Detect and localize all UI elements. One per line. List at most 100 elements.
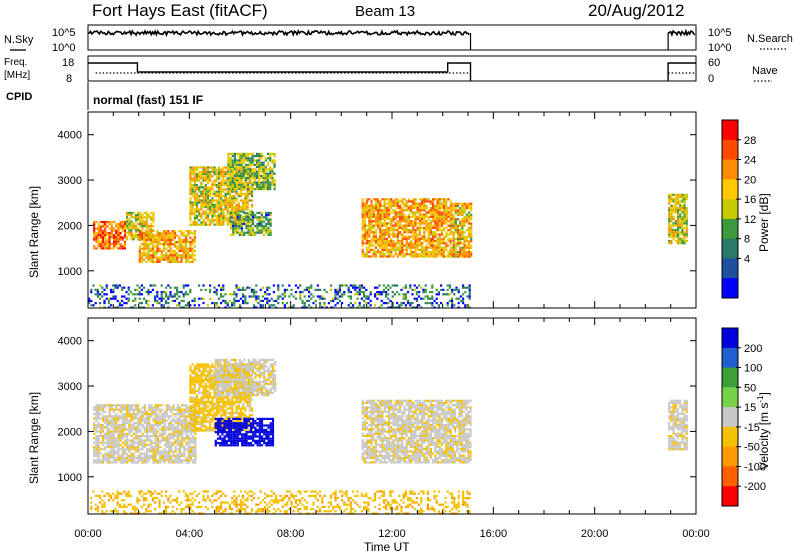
heatmap-cell (101, 240, 105, 243)
heatmap-cell (206, 405, 210, 408)
heatmap-cell (187, 293, 190, 296)
heatmap-cell (470, 246, 473, 249)
heatmap-cell (174, 441, 177, 444)
freq-line-end (667, 62, 696, 81)
heatmap-cell (151, 260, 155, 263)
heatmap-cell (244, 168, 247, 171)
heatmap-cell (262, 185, 265, 188)
heatmap-cell (244, 302, 247, 305)
heatmap-cell (121, 421, 124, 424)
heatmap-cell (116, 286, 119, 289)
heatmap-cell (195, 365, 199, 368)
heatmap-cell (416, 209, 419, 212)
heatmap-cell (414, 246, 417, 249)
heatmap-cell (392, 226, 395, 229)
heatmap-cell (215, 208, 218, 211)
heatmap-cell (681, 204, 684, 207)
heatmap-cell (266, 297, 269, 300)
heatmap-cell (283, 295, 286, 298)
heatmap-cell (171, 256, 174, 259)
heatmap-cell (226, 179, 229, 182)
heatmap-cell (442, 293, 445, 296)
heatmap-cell (112, 408, 116, 411)
heatmap-cell (206, 170, 210, 173)
heatmap-cell (247, 155, 250, 158)
heatmap-cell (193, 245, 196, 248)
heatmap-cell (191, 249, 194, 252)
heatmap-cell (443, 198, 446, 201)
heatmap-cell (232, 227, 235, 230)
heatmap-cell (209, 173, 212, 176)
heatmap-cell (299, 291, 302, 294)
heatmap-cell (202, 420, 205, 423)
heatmap-cell (206, 201, 210, 204)
heatmap-cell (226, 206, 229, 209)
heatmap-cell (198, 374, 201, 377)
heatmap-cell (150, 222, 153, 225)
heatmap-cell (189, 446, 193, 449)
heatmap-cell (256, 216, 259, 219)
heatmap-cell (403, 253, 406, 256)
heatmap-cell (392, 204, 395, 207)
heatmap-cell (141, 413, 144, 416)
heatmap-cell (249, 227, 252, 230)
heatmap-cell (99, 430, 102, 433)
heatmap-cell (251, 157, 254, 160)
heatmap-cell (119, 236, 122, 239)
heatmap-cell (162, 291, 165, 294)
heatmap-cell (130, 225, 133, 228)
heatmap-cell (163, 452, 166, 455)
heatmap-cell (167, 439, 171, 442)
heatmap-cell (137, 417, 140, 420)
heatmap-cell (434, 209, 437, 212)
heatmap-cell (184, 241, 188, 244)
heatmap-cell (152, 452, 155, 455)
heatmap-cell (143, 410, 146, 413)
heatmap-cell (191, 190, 194, 193)
heatmap-cell (349, 284, 352, 287)
heatmap-cell (191, 238, 194, 241)
heatmap-cell (145, 432, 149, 435)
heatmap-cell (176, 428, 179, 431)
heatmap-cell (674, 204, 677, 207)
heatmap-cell (361, 255, 364, 258)
heatmap-cell (138, 260, 141, 263)
heatmap-cell (195, 418, 199, 421)
heatmap-cell (143, 417, 146, 420)
heatmap-cell (209, 175, 212, 178)
heatmap-cell (176, 461, 179, 464)
heatmap-cell (134, 236, 137, 239)
heatmap-cell (447, 240, 450, 243)
heatmap-cell (176, 417, 179, 420)
heatmap-cell (198, 392, 201, 395)
heatmap-cell (110, 406, 113, 409)
heatmap-cell (231, 302, 234, 305)
heatmap-cell (192, 452, 195, 455)
heatmap-cell (363, 255, 366, 258)
heatmap-cell (676, 209, 680, 212)
heatmap-cell (388, 231, 391, 234)
heatmap-cell (247, 188, 250, 191)
heatmap-cell (181, 439, 184, 442)
heatmap-cell (182, 234, 185, 237)
heatmap-cell (253, 163, 256, 166)
heatmap-cell (222, 212, 225, 215)
heatmap-cell (423, 229, 426, 232)
heatmap-cell (246, 214, 249, 217)
heatmap-cell (165, 299, 168, 302)
heatmap-cell (261, 295, 264, 298)
heatmap-cell (185, 424, 188, 427)
heatmap-cell (403, 220, 406, 223)
heatmap-cell (227, 161, 230, 164)
heatmap-cell (450, 226, 453, 230)
heatmap-cell (445, 202, 448, 205)
heatmap-cell (178, 408, 182, 411)
heatmap-cell (204, 374, 207, 377)
heatmap-cell (264, 168, 267, 171)
heatmap-cell (182, 286, 185, 289)
heatmap-cell (369, 291, 372, 294)
heatmap-cell (154, 461, 157, 464)
heatmap-cell (465, 207, 468, 210)
heatmap-cell (394, 224, 397, 227)
heatmap-cell (161, 435, 164, 438)
